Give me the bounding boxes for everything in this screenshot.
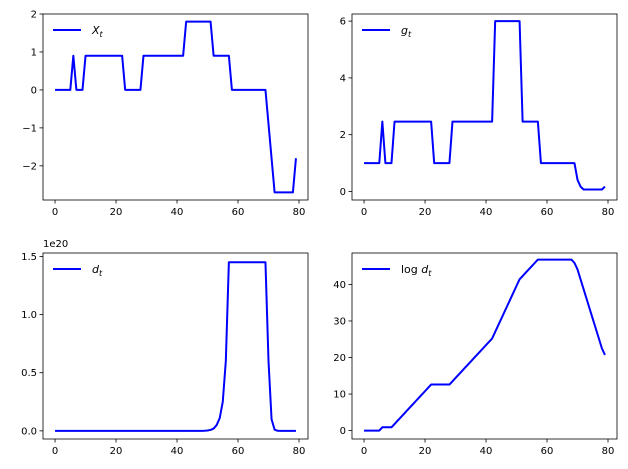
- series-line: [55, 20, 297, 194]
- x-tick-label: 80: [293, 207, 306, 218]
- x-tick-label: 40: [480, 446, 493, 457]
- legend-label: log dt: [401, 263, 432, 278]
- y-tick-label: 40: [333, 280, 346, 291]
- axes-frame: [42, 252, 309, 440]
- y-tick-label: −2: [22, 161, 37, 172]
- x-tick-label: 80: [602, 446, 615, 457]
- x-tick-label: 40: [480, 207, 493, 218]
- axes-frame: [42, 13, 309, 201]
- y-tick-label: 1.0: [21, 310, 37, 321]
- x-tick-label: 0: [52, 207, 58, 218]
- y-tick-label: 10: [333, 390, 346, 401]
- x-tick-label: 20: [110, 446, 123, 457]
- y-tick-label: 0.5: [21, 368, 37, 379]
- x-tick-label: 60: [541, 446, 554, 457]
- y-tick-label: 0: [340, 187, 346, 198]
- x-tick-label: 60: [232, 207, 245, 218]
- x-tick-label: 20: [419, 446, 432, 457]
- legend-label: dt: [92, 263, 103, 278]
- x-tick-label: 40: [171, 446, 184, 457]
- y-tick-label: −1: [22, 123, 37, 134]
- x-tick-label: 40: [171, 207, 184, 218]
- x-tick-label: 0: [361, 207, 367, 218]
- legend-label: Xt: [91, 24, 104, 39]
- x-tick-label: 20: [419, 207, 432, 218]
- x-tick-label: 80: [293, 446, 306, 457]
- series-line: [364, 258, 606, 432]
- y-tick-label: 0: [340, 426, 346, 437]
- y-tick-label: 4: [340, 73, 346, 84]
- subplot-3: 0 20 40 60 80 0.0 0.5 1.0 1.5 1e20 dt: [21, 239, 309, 457]
- series-line: [55, 261, 296, 432]
- y-tick-label: 2: [340, 130, 346, 141]
- x-tick-label: 0: [52, 446, 58, 457]
- x-tick-label: 0: [361, 446, 367, 457]
- x-tick-label: 20: [110, 207, 123, 218]
- subplot-2: 0 20 40 60 80 0 2 4 6 gt: [340, 13, 618, 218]
- x-tick-label: 80: [602, 207, 615, 218]
- y-offset-label: 1e20: [43, 239, 68, 250]
- x-tick-label: 60: [541, 207, 554, 218]
- y-tick-label: 0.0: [21, 426, 37, 437]
- x-tick-label: 60: [232, 446, 245, 457]
- axes-frame: [351, 13, 618, 201]
- y-tick-label: 6: [340, 17, 346, 28]
- y-tick-label: 0: [31, 85, 37, 96]
- y-tick-label: 1: [31, 47, 37, 58]
- y-tick-label: 20: [333, 353, 346, 364]
- series-line: [364, 20, 606, 191]
- y-tick-label: 30: [333, 316, 346, 327]
- subplot-4: 0 20 40 60 80 0 10 20 30 40 log dt: [333, 252, 618, 457]
- y-tick-label: 2: [31, 10, 37, 21]
- legend-label: gt: [401, 24, 412, 39]
- axes-frame: [351, 252, 618, 440]
- subplot-1: 0 20 40 60 80 −2 −1 0 1 2 Xt: [22, 10, 309, 218]
- y-tick-label: 1.5: [21, 252, 37, 263]
